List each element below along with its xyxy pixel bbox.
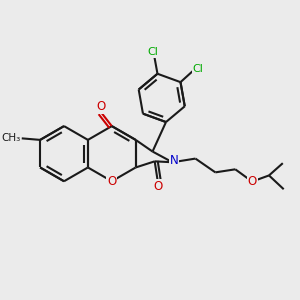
Text: N: N (169, 154, 178, 167)
Text: Cl: Cl (193, 64, 203, 74)
Text: CH₃: CH₃ (1, 134, 20, 143)
Text: O: O (153, 180, 162, 193)
Text: O: O (107, 175, 116, 188)
Text: Cl: Cl (147, 47, 158, 57)
Text: O: O (248, 175, 257, 188)
Text: O: O (96, 100, 106, 113)
